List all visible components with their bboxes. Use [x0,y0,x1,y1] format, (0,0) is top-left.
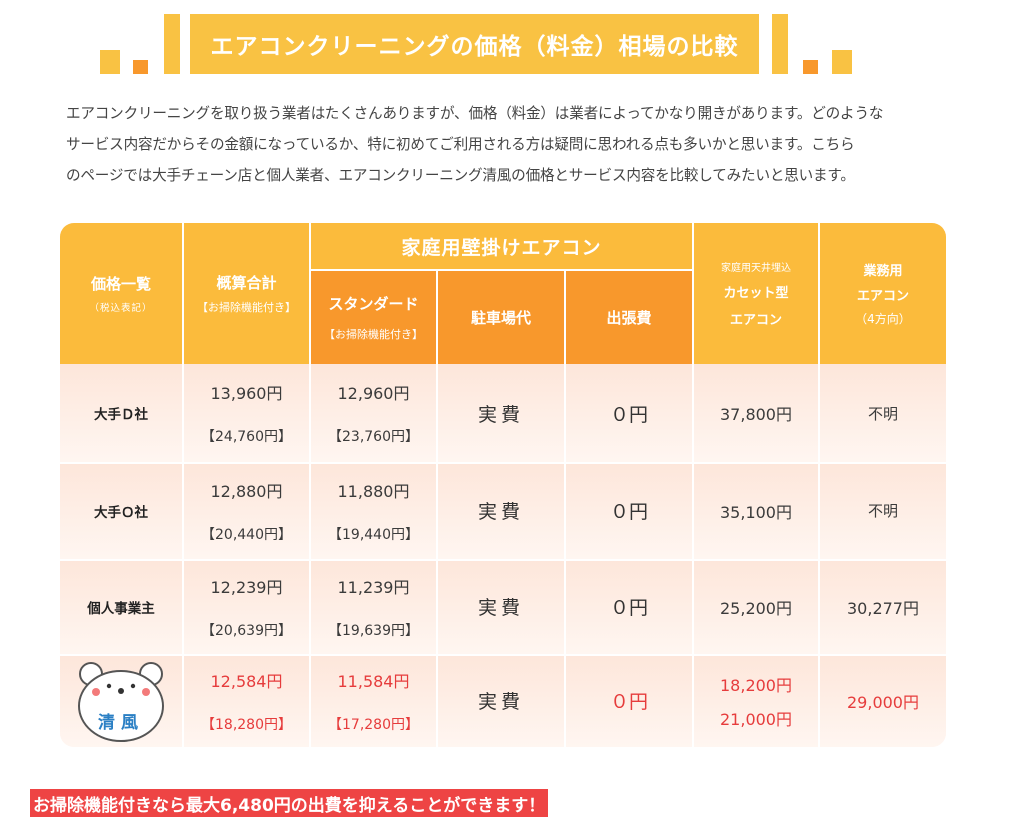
intro-line: のページでは大手チェーン店と個人業者、エアコンクリーニング清風の価格とサービス内… [66,167,855,184]
table-cell-travel: ０円 [609,403,648,426]
table-cell-business: 不明 [867,502,898,520]
header-ceiling-line2: カセット型 [723,286,789,301]
header-cleaning-note: 【お掃除機能付き】 [197,301,296,314]
intro-paragraph: エアコンクリーニングを取り扱う業者はたくさんありますが、価格（料金）は業者によっ… [66,98,946,191]
header-standard-title: スタンダード [328,295,419,313]
header-parking-fee: 駐車場代 [438,271,564,364]
banner-decoration-right [772,14,852,74]
table-cell-parking: 実費 [477,691,524,713]
header-estimated-total: 概算合計 【お掃除機能付き】 [184,223,309,364]
section-title: エアコンクリーニングの価格（料金）相場の比較 [210,34,739,60]
header-ceiling-line1: 家庭用天井埋込 [721,263,791,274]
header-business-line2: エアコン [856,289,909,304]
bear-mascot-icon [78,661,164,742]
header-standard-note: 【お掃除機能付き】 [324,328,423,341]
table-cell-business: 30,277円 [847,598,919,618]
header-price-list: 価格一覧 （税込表記） [60,223,182,364]
header-standard: スタンダード 【お掃除機能付き】 [311,271,436,364]
table-cell-standard: 11,880円 【19,440円】 [328,481,419,543]
table-cell-parking: 実費 [477,403,524,426]
header-ceiling-cassette: 家庭用天井埋込 カセット型 エアコン [694,223,818,364]
table-cell-ceiling: 35,100円 [720,502,792,522]
banner-decoration-left [100,14,180,74]
header-price-list-title: 価格一覧 [90,275,151,293]
table-cell-travel: ０円 [609,501,648,523]
seifu-logo-text: 清風 [98,713,144,733]
table-row-label: 大手Ｄ社 [94,407,148,423]
table-cell-ceiling: 37,800円 [720,405,792,424]
header-ceiling-line3: エアコン [729,313,782,328]
table-cell-total: 13,960円 【24,760円】 [201,384,292,445]
table-cell-standard: 11,239円 【19,639円】 [328,577,419,639]
table-row-label: 大手Ｏ社 [94,504,148,521]
price-comparison-table: 価格一覧 （税込表記） 概算合計 【お掃除機能付き】 家庭用壁掛けエアコン スタ… [60,223,946,747]
table-cell-total: 12,239円 【20,639円】 [201,577,292,639]
intro-line: エアコンクリーニングを取り扱う業者はたくさんありますが、価格（料金）は業者によっ… [66,105,884,122]
header-home-wall-aircon-title: 家庭用壁掛けエアコン [401,236,602,259]
header-business-aircon: 業務用 エアコン （4方向） [820,223,946,364]
table-cell-parking: 実費 [477,501,524,523]
table-cell-total: 12,880円 【20,440円】 [201,481,292,543]
section-title-banner: エアコンクリーニングの価格（料金）相場の比較 [190,14,759,74]
header-tax-note: （税込表記） [89,303,153,314]
table-cell-standard: 12,960円 【23,760円】 [328,384,419,445]
table-cell-business: 不明 [867,404,898,423]
table-row-label: 個人事業主 [87,600,155,617]
table-cell-travel: ０円 [609,597,648,619]
table-cell-total: 12,584円 【18,280円】 [201,671,292,733]
header-estimated-total-title: 概算合計 [216,274,277,292]
seifu-mascot-logo: 清風 [60,654,182,747]
header-business-line1: 業務用 [863,264,903,279]
header-travel-fee-title: 出張費 [606,309,652,327]
table-cell-standard: 11,584円 【17,280円】 [328,671,419,733]
table-cell-travel: ０円 [609,691,648,713]
header-business-line3: （4方向） [855,312,911,326]
table-cell-ceiling: 25,200円 [720,598,792,618]
intro-line: サービス内容だからその金額になっているか、特に初めてご利用される方は疑問に思われ… [66,136,855,153]
header-travel-fee: 出張費 [566,271,692,364]
table-cell-parking: 実費 [477,597,524,619]
table-cell-ceiling: 18,200円 21,000円 [720,675,792,729]
table-cell-business: 29,000円 [847,692,919,712]
header-parking-fee-title: 駐車場代 [470,309,531,327]
header-home-wall-aircon: 家庭用壁掛けエアコン [311,223,692,269]
savings-highlight: お掃除機能付きなら最大6,480円の出費を抑えることができます！ [30,789,549,817]
